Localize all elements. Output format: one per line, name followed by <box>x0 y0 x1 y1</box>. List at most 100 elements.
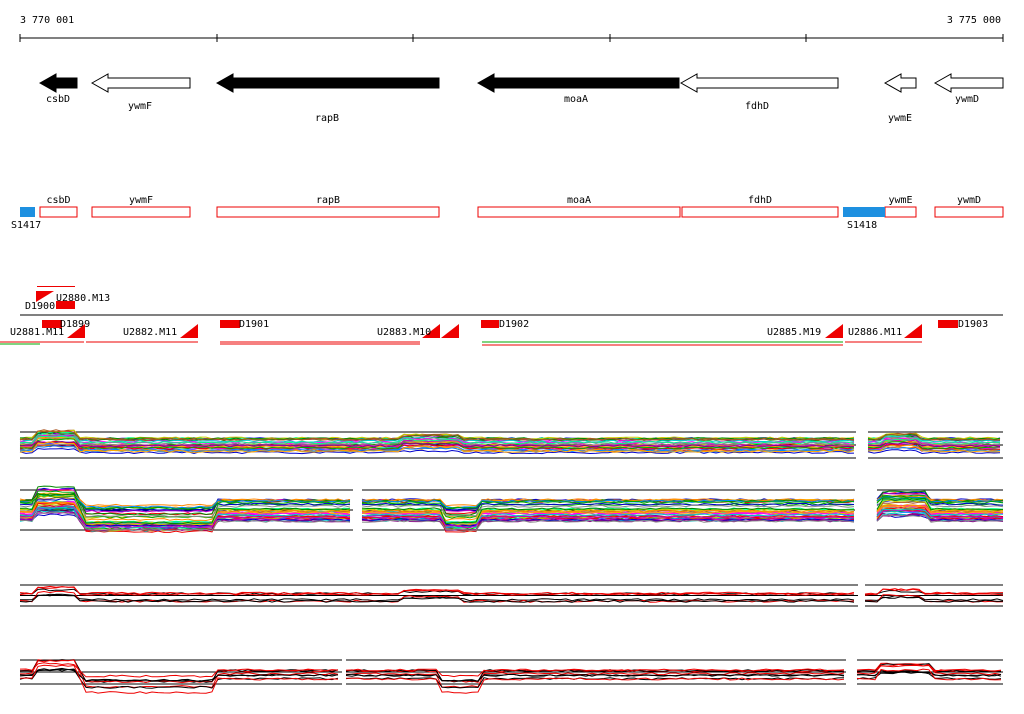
gene-label: ywmE <box>888 113 912 124</box>
feature-block <box>56 301 75 309</box>
profile-line <box>856 668 1002 681</box>
profile-line <box>867 441 1001 450</box>
feature-block <box>220 320 240 328</box>
profile-line <box>19 430 855 441</box>
profile-line <box>361 504 855 517</box>
segment-label: ywmD <box>957 195 981 206</box>
profile-line <box>867 439 1001 449</box>
profile-line <box>19 586 855 595</box>
profile-line <box>19 664 339 694</box>
profile-line <box>864 596 1004 603</box>
segment-label: rapB <box>316 195 340 206</box>
segment-box <box>216 206 440 218</box>
profile-line <box>19 513 351 527</box>
feature-block <box>938 320 958 328</box>
feature-label: U2880.M13 <box>56 293 110 304</box>
segment-box <box>884 206 917 218</box>
profile-line <box>876 514 1004 523</box>
profile-line <box>867 432 1001 441</box>
gene-label: csbD <box>46 94 70 105</box>
segment-label: S1417 <box>11 220 41 231</box>
profile-line <box>19 593 855 603</box>
profile-line <box>361 499 855 509</box>
segment-label: ywmF <box>129 195 153 206</box>
feature-wedge <box>36 291 54 302</box>
profile-line <box>19 440 855 448</box>
profile-line <box>876 499 1004 512</box>
profile-line <box>857 669 1002 677</box>
profile-line <box>19 659 339 689</box>
axis-start: 3 770 001 <box>20 15 74 26</box>
feature-label: U2881.M11 <box>10 327 64 338</box>
profile-line <box>867 444 1001 453</box>
profile-line <box>876 508 1004 517</box>
profile-line <box>345 673 845 682</box>
gene-arrow <box>38 73 78 93</box>
gene-label: fdhD <box>745 101 769 112</box>
gene-label: ywmD <box>955 94 979 105</box>
feature-wedge <box>441 324 459 338</box>
profile-line <box>19 662 339 678</box>
profile-line <box>867 435 1001 443</box>
profile-line <box>19 668 339 682</box>
segment-label: moaA <box>567 195 591 206</box>
profile-line <box>361 502 855 511</box>
profile-line <box>346 677 845 694</box>
profile-line <box>856 670 1002 677</box>
profile-line <box>867 437 1001 445</box>
feature-label: D1899 <box>60 319 90 330</box>
feature-label: D1901 <box>239 319 269 330</box>
profile-line <box>20 506 351 529</box>
profile-line <box>867 437 1001 444</box>
profile-line <box>876 504 1004 513</box>
profile-line <box>19 435 855 445</box>
segment-label: fdhD <box>748 195 772 206</box>
feature-wedge <box>180 324 198 338</box>
gene-arrow <box>476 73 680 93</box>
gene-arrow <box>90 73 191 93</box>
feature-label: D1903 <box>958 319 988 330</box>
profile-line <box>864 595 1004 601</box>
ruler <box>19 34 1004 42</box>
profile-line <box>361 507 855 525</box>
profile-line <box>856 671 1002 680</box>
feature-label: U2886.M11 <box>848 327 902 338</box>
gene-arrow <box>933 73 1004 93</box>
feature-wedge <box>904 324 922 338</box>
profile-line <box>876 498 1004 511</box>
profile-line <box>876 509 1004 519</box>
profile-line <box>856 663 1002 673</box>
profile-line <box>361 500 855 509</box>
feature-label: U2885.M19 <box>767 327 821 338</box>
feature-label: U2883.M10 <box>377 327 431 338</box>
profile-line <box>19 501 351 522</box>
feature-label: D1900 <box>25 301 55 312</box>
profile-line <box>864 588 1004 595</box>
feature-wedge <box>422 324 440 338</box>
feature-label: D1902 <box>499 319 529 330</box>
profile-line <box>856 664 1002 672</box>
feature-wedge <box>67 324 85 338</box>
profile-line <box>20 511 351 532</box>
segment-label: S1418 <box>847 220 877 231</box>
profile-line <box>19 445 855 453</box>
gene-label: moaA <box>564 94 588 105</box>
segment-label: ywmE <box>888 195 912 206</box>
profile-line <box>20 493 351 525</box>
segment-box <box>39 206 78 218</box>
profile-line <box>361 519 855 531</box>
profile-line <box>876 497 1004 504</box>
feature-label: U2882.M11 <box>123 327 177 338</box>
profile-line <box>361 515 854 529</box>
segment-blue <box>843 207 885 217</box>
gene-label: ywmF <box>128 101 152 112</box>
segment-box <box>681 206 839 218</box>
profile-line <box>19 668 339 689</box>
profile-line <box>19 433 855 445</box>
profile-line <box>19 585 855 596</box>
axis-end: 3 775 000 <box>947 15 1001 26</box>
profile-line <box>19 447 855 455</box>
profile-line <box>867 441 1001 448</box>
profile-line <box>867 449 1001 455</box>
segment-blue <box>20 207 35 217</box>
